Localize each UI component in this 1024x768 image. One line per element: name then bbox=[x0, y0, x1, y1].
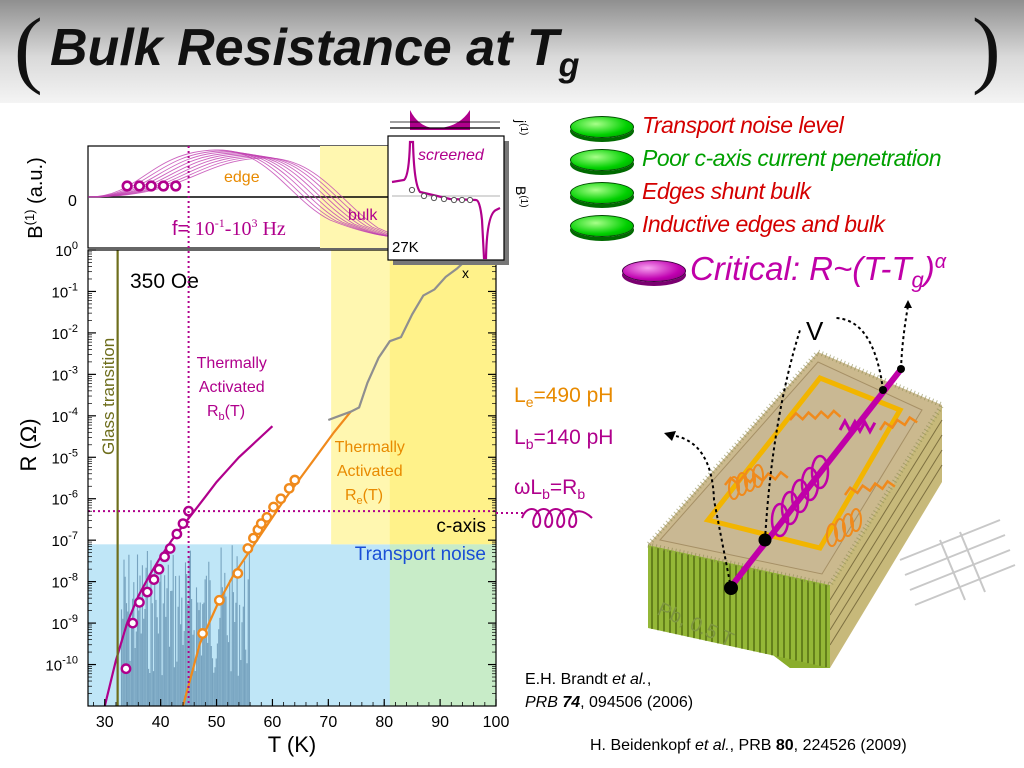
bullet-text: Inductive edges and bulk bbox=[642, 211, 885, 237]
b1-ylabel: B(1) (a.u.) bbox=[22, 157, 47, 238]
bullet-text: Poor c-axis current penetration bbox=[642, 145, 942, 171]
critical-scaling: Critical: R~(T-Tg)α bbox=[690, 250, 947, 293]
y-tick-label: 10-7 bbox=[52, 530, 78, 550]
y-tick-label: 100 bbox=[55, 240, 78, 260]
le-value: Le=490 pH bbox=[514, 384, 614, 411]
open-paren: ( bbox=[14, 0, 43, 96]
marker-r_b bbox=[134, 596, 145, 608]
transport-noise-label: Transport noise bbox=[355, 544, 486, 565]
marker-r_e bbox=[213, 594, 225, 606]
screened-label: screened bbox=[418, 147, 485, 164]
green-disc-icon bbox=[570, 215, 634, 237]
x-tick-label: 40 bbox=[152, 714, 170, 731]
inset-marker bbox=[408, 186, 416, 194]
marker-r_b bbox=[164, 543, 176, 554]
inset-temp-label: 27K bbox=[392, 239, 419, 256]
b1-marker bbox=[157, 180, 170, 192]
marker-r_e bbox=[261, 511, 273, 523]
fit-re-fit bbox=[181, 411, 352, 706]
edge-label: edge bbox=[224, 169, 260, 186]
marker-r_b bbox=[153, 563, 165, 575]
marker-r_e bbox=[248, 532, 259, 544]
b1-marker bbox=[121, 180, 133, 192]
marker-r_b bbox=[127, 617, 139, 629]
glass-transition-label: Glass transition bbox=[99, 338, 118, 455]
fit-rb-fit bbox=[103, 425, 274, 706]
inset-marker bbox=[466, 196, 474, 204]
bullet-text: Edges shunt bulk bbox=[642, 178, 811, 204]
sample-schematic: V Pb, 0.5 T bbox=[643, 300, 1016, 668]
y-tick-label: 10-3 bbox=[52, 364, 78, 384]
b1-inset-label: B(1) bbox=[513, 186, 529, 208]
close-paren: ) bbox=[972, 0, 1001, 96]
y-axis-label: R (Ω) bbox=[16, 418, 41, 471]
magenta-disc-icon bbox=[622, 260, 686, 282]
slide-title: Bulk Resistance at Tg bbox=[50, 19, 580, 85]
marker-r_b bbox=[141, 586, 153, 598]
resistance-chart: 0 B(1) (a.u.) edge bulk f= 10-1-103 Hz 3… bbox=[16, 110, 529, 757]
y-tick-label: 10-5 bbox=[52, 447, 78, 467]
omega-lb-value: ωLb=Rb bbox=[514, 476, 586, 503]
main-panel: 30 40 50 60 70 80 90 100 100 10-1 10-2 10-3 10-4 10-… bbox=[16, 240, 509, 757]
marker-r_e bbox=[268, 501, 279, 513]
inset-marker bbox=[420, 192, 428, 200]
green-disc-icon bbox=[570, 149, 634, 171]
marker-r_b bbox=[177, 518, 189, 529]
marker-r_e bbox=[283, 482, 295, 494]
marker-r_b bbox=[120, 663, 132, 675]
x-tick-label: 70 bbox=[319, 714, 337, 731]
title-bar bbox=[0, 0, 1024, 103]
marker-r_e bbox=[275, 493, 287, 505]
inset-marker bbox=[440, 195, 448, 203]
thermal-re-label: Thermally Activated Re(T) bbox=[335, 439, 410, 507]
reference-brandt: E.H. Brandt et al., PRB 74, 094506 (2006… bbox=[525, 671, 694, 711]
y-tick-label: 10-9 bbox=[52, 613, 78, 633]
field-label: 350 Oe bbox=[130, 270, 199, 293]
coil-icon bbox=[521, 508, 593, 528]
y-tick-label: 10-8 bbox=[52, 572, 78, 592]
reference-beidenkopf: H. Beidenkopf et al., PRB 80, 224526 (20… bbox=[590, 737, 907, 754]
marker-r_e bbox=[242, 543, 254, 554]
inset-marker bbox=[450, 196, 458, 204]
marker-r_b bbox=[171, 528, 183, 540]
x-axis-label: T (K) bbox=[268, 732, 316, 757]
inset-marker bbox=[430, 194, 438, 202]
b1-marker bbox=[133, 180, 146, 192]
x-tick-label: 90 bbox=[431, 714, 449, 731]
j1-label: j(1) bbox=[513, 119, 529, 135]
marker-r_b bbox=[159, 551, 170, 563]
marker-r_e bbox=[232, 567, 244, 579]
x-tick-label: 60 bbox=[264, 714, 282, 731]
inset-marker bbox=[458, 196, 466, 204]
x-marker: x bbox=[462, 265, 469, 281]
green-disc-icon bbox=[570, 116, 634, 138]
c-axis-label: c-axis bbox=[436, 516, 486, 537]
lb-value: Lb=140 pH bbox=[514, 426, 614, 453]
x-tick-label: 100 bbox=[483, 714, 510, 731]
y-tick-label: 10-6 bbox=[52, 489, 78, 509]
bulk-label: bulk bbox=[348, 207, 378, 224]
region-2 bbox=[389, 250, 496, 545]
frequency-label: f= 10-1-103 Hz bbox=[172, 216, 286, 240]
region-3 bbox=[389, 544, 496, 706]
y-tick-label: 10-1 bbox=[52, 281, 78, 301]
bullet-text: Transport noise level bbox=[642, 112, 844, 138]
b1-marker bbox=[170, 180, 182, 192]
y-tick-label: 10-2 bbox=[52, 323, 78, 343]
y-tick-label: 10-10 bbox=[45, 655, 78, 675]
marker-r_e bbox=[289, 474, 301, 486]
voltage-label: V bbox=[806, 316, 824, 346]
x-tick-label: 80 bbox=[375, 714, 393, 731]
inset-panel: screened 27K j(1) B(1) bbox=[387, 110, 529, 265]
b1-markers bbox=[121, 180, 182, 192]
y-tick-label: 10-4 bbox=[52, 406, 78, 426]
marker-r_b bbox=[148, 574, 160, 585]
b1-zero-label: 0 bbox=[68, 193, 77, 210]
x-tick-label: 30 bbox=[96, 714, 114, 731]
marker-r_e bbox=[197, 628, 208, 639]
thermal-rb-label: Thermally Activated Rb(T) bbox=[197, 355, 272, 423]
green-disc-icon bbox=[570, 182, 634, 204]
x-tick-label: 50 bbox=[208, 714, 226, 731]
b1-marker bbox=[145, 180, 157, 192]
